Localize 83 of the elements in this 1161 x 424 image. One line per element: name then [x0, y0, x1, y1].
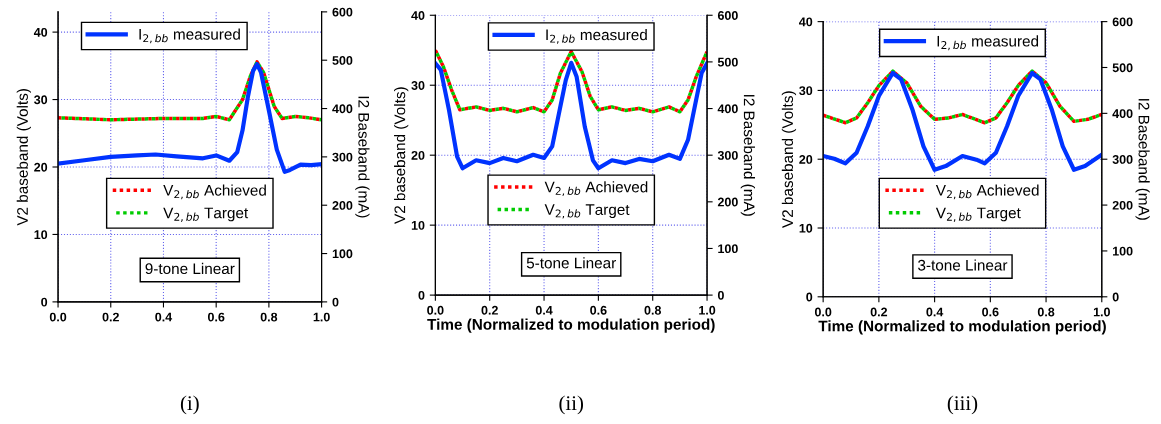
y-axis-title: V2 baseband (Volts): [16, 89, 31, 226]
y-tick-label: 40: [33, 27, 48, 37]
y-tick-label: 30: [411, 81, 425, 90]
y-tick-label: 0: [418, 290, 425, 300]
y2-tick-label: 500: [332, 56, 353, 65]
y2-tick-label: 500: [1112, 63, 1133, 73]
legend-label: V$_{2,bb}$ Target: [544, 204, 630, 219]
x-axis-title: Time (Normalized to modulation period): [818, 320, 1106, 335]
x-tick-label: 0.4: [926, 307, 944, 317]
y2-tick-label: 300: [1112, 155, 1133, 164]
legend-label: I$_{2,bb}$ measured: [937, 35, 1039, 51]
text: (iii): [947, 395, 978, 415]
annotation: 3-tone Linear: [918, 259, 1008, 271]
x-tick-label: 1.0: [699, 305, 716, 315]
x-tick-label: 1.0: [313, 312, 330, 322]
y-tick-label: 20: [799, 155, 813, 164]
y2-axis-title: I2 Baseband (mA): [355, 96, 370, 218]
x-tick-label: 0.0: [49, 312, 67, 322]
annotation: 5-tone Linear: [526, 257, 616, 269]
y-axis-title: V2 baseband (Volts): [781, 91, 797, 228]
y-tick-label: 0: [41, 297, 48, 307]
x-tick-label: 0.2: [102, 312, 119, 322]
x-tick-label: 0.0: [814, 307, 832, 317]
y-tick-label: 0: [806, 292, 813, 302]
y2-axis-title: I2 Baseband (mA): [740, 95, 755, 216]
text: (i): [180, 395, 199, 415]
x-tick-label: 0.2: [481, 305, 498, 315]
y-tick-label: 40: [799, 17, 813, 27]
x-tick-label: 0.8: [260, 312, 278, 322]
x-axis-title: Time (Normalized to modulation period): [427, 318, 715, 333]
line-series: [58, 61, 322, 174]
legend-label: I$_{2,bb}$ measured: [139, 28, 240, 44]
line-series: [435, 48, 708, 114]
y2-tick-label: 0: [717, 290, 724, 300]
y-tick-label: 30: [799, 86, 813, 96]
x-tick-label: 0.8: [644, 305, 662, 315]
y2-tick-label: 300: [332, 152, 353, 162]
y2-tick-label: 600: [1112, 17, 1133, 27]
line-series: [823, 69, 1102, 125]
x-tick-label: 0.4: [535, 305, 553, 315]
y2-tick-label: 200: [332, 201, 353, 210]
x-tick-label: 0.0: [427, 305, 444, 315]
y2-tick-label: 400: [717, 104, 738, 114]
y-tick-label: 20: [34, 162, 48, 172]
y2-tick-label: 500: [717, 57, 738, 67]
y2-tick-label: 600: [332, 7, 353, 17]
y2-tick-label: 100: [718, 244, 738, 254]
y2-axis-title: I2 Baseband (mA): [1135, 99, 1150, 220]
y-tick-label: 20: [411, 150, 425, 160]
x-tick-label: 0.6: [207, 312, 225, 322]
y-tick-label: 10: [34, 230, 48, 240]
y-tick-label: 30: [34, 95, 48, 105]
y2-tick-label: 200: [1112, 200, 1133, 210]
x-tick-label: 0.8: [1037, 307, 1055, 317]
legend-label: V$_{2,bb}$ Target: [935, 207, 1021, 222]
line-series: [58, 60, 322, 122]
y-axis-title: V2 baseband (Volts): [394, 87, 409, 224]
line-series: [435, 60, 708, 171]
y2-tick-label: 200: [717, 197, 738, 207]
y2-tick-label: 0: [332, 297, 339, 307]
line-series: [823, 70, 1102, 172]
y2-tick-label: 100: [1112, 246, 1133, 256]
y-tick-label: 40: [411, 11, 425, 20]
legend-label: V$_{2,bb}$ Target: [163, 207, 249, 222]
y2-tick-label: 0: [1112, 292, 1119, 302]
x-tick-label: 0.2: [870, 307, 888, 317]
x-tick-label: 0.4: [155, 312, 173, 322]
y-tick-label: 10: [411, 220, 425, 230]
legend-label: V$_{2,bb}$ Achieved: [544, 181, 648, 197]
x-tick-label: 0.6: [982, 307, 999, 317]
x-tick-label: 1.0: [1093, 307, 1110, 317]
y2-tick-label: 400: [332, 104, 353, 114]
text: (ii): [559, 395, 584, 415]
x-tick-label: 0.6: [590, 305, 607, 315]
legend-label: I$_{2,bb}$ measured: [546, 29, 647, 44]
annotation: 9-tone Linear: [145, 262, 235, 275]
legend-label: V$_{2,bb}$ Achieved: [163, 184, 266, 200]
y2-tick-label: 400: [1112, 109, 1133, 118]
y2-tick-label: 600: [717, 11, 738, 20]
y2-tick-label: 300: [717, 150, 738, 160]
y-tick-label: 10: [799, 223, 813, 233]
y2-tick-label: 100: [332, 249, 353, 259]
legend-label: V$_{2,bb}$ Achieved: [935, 184, 1039, 200]
